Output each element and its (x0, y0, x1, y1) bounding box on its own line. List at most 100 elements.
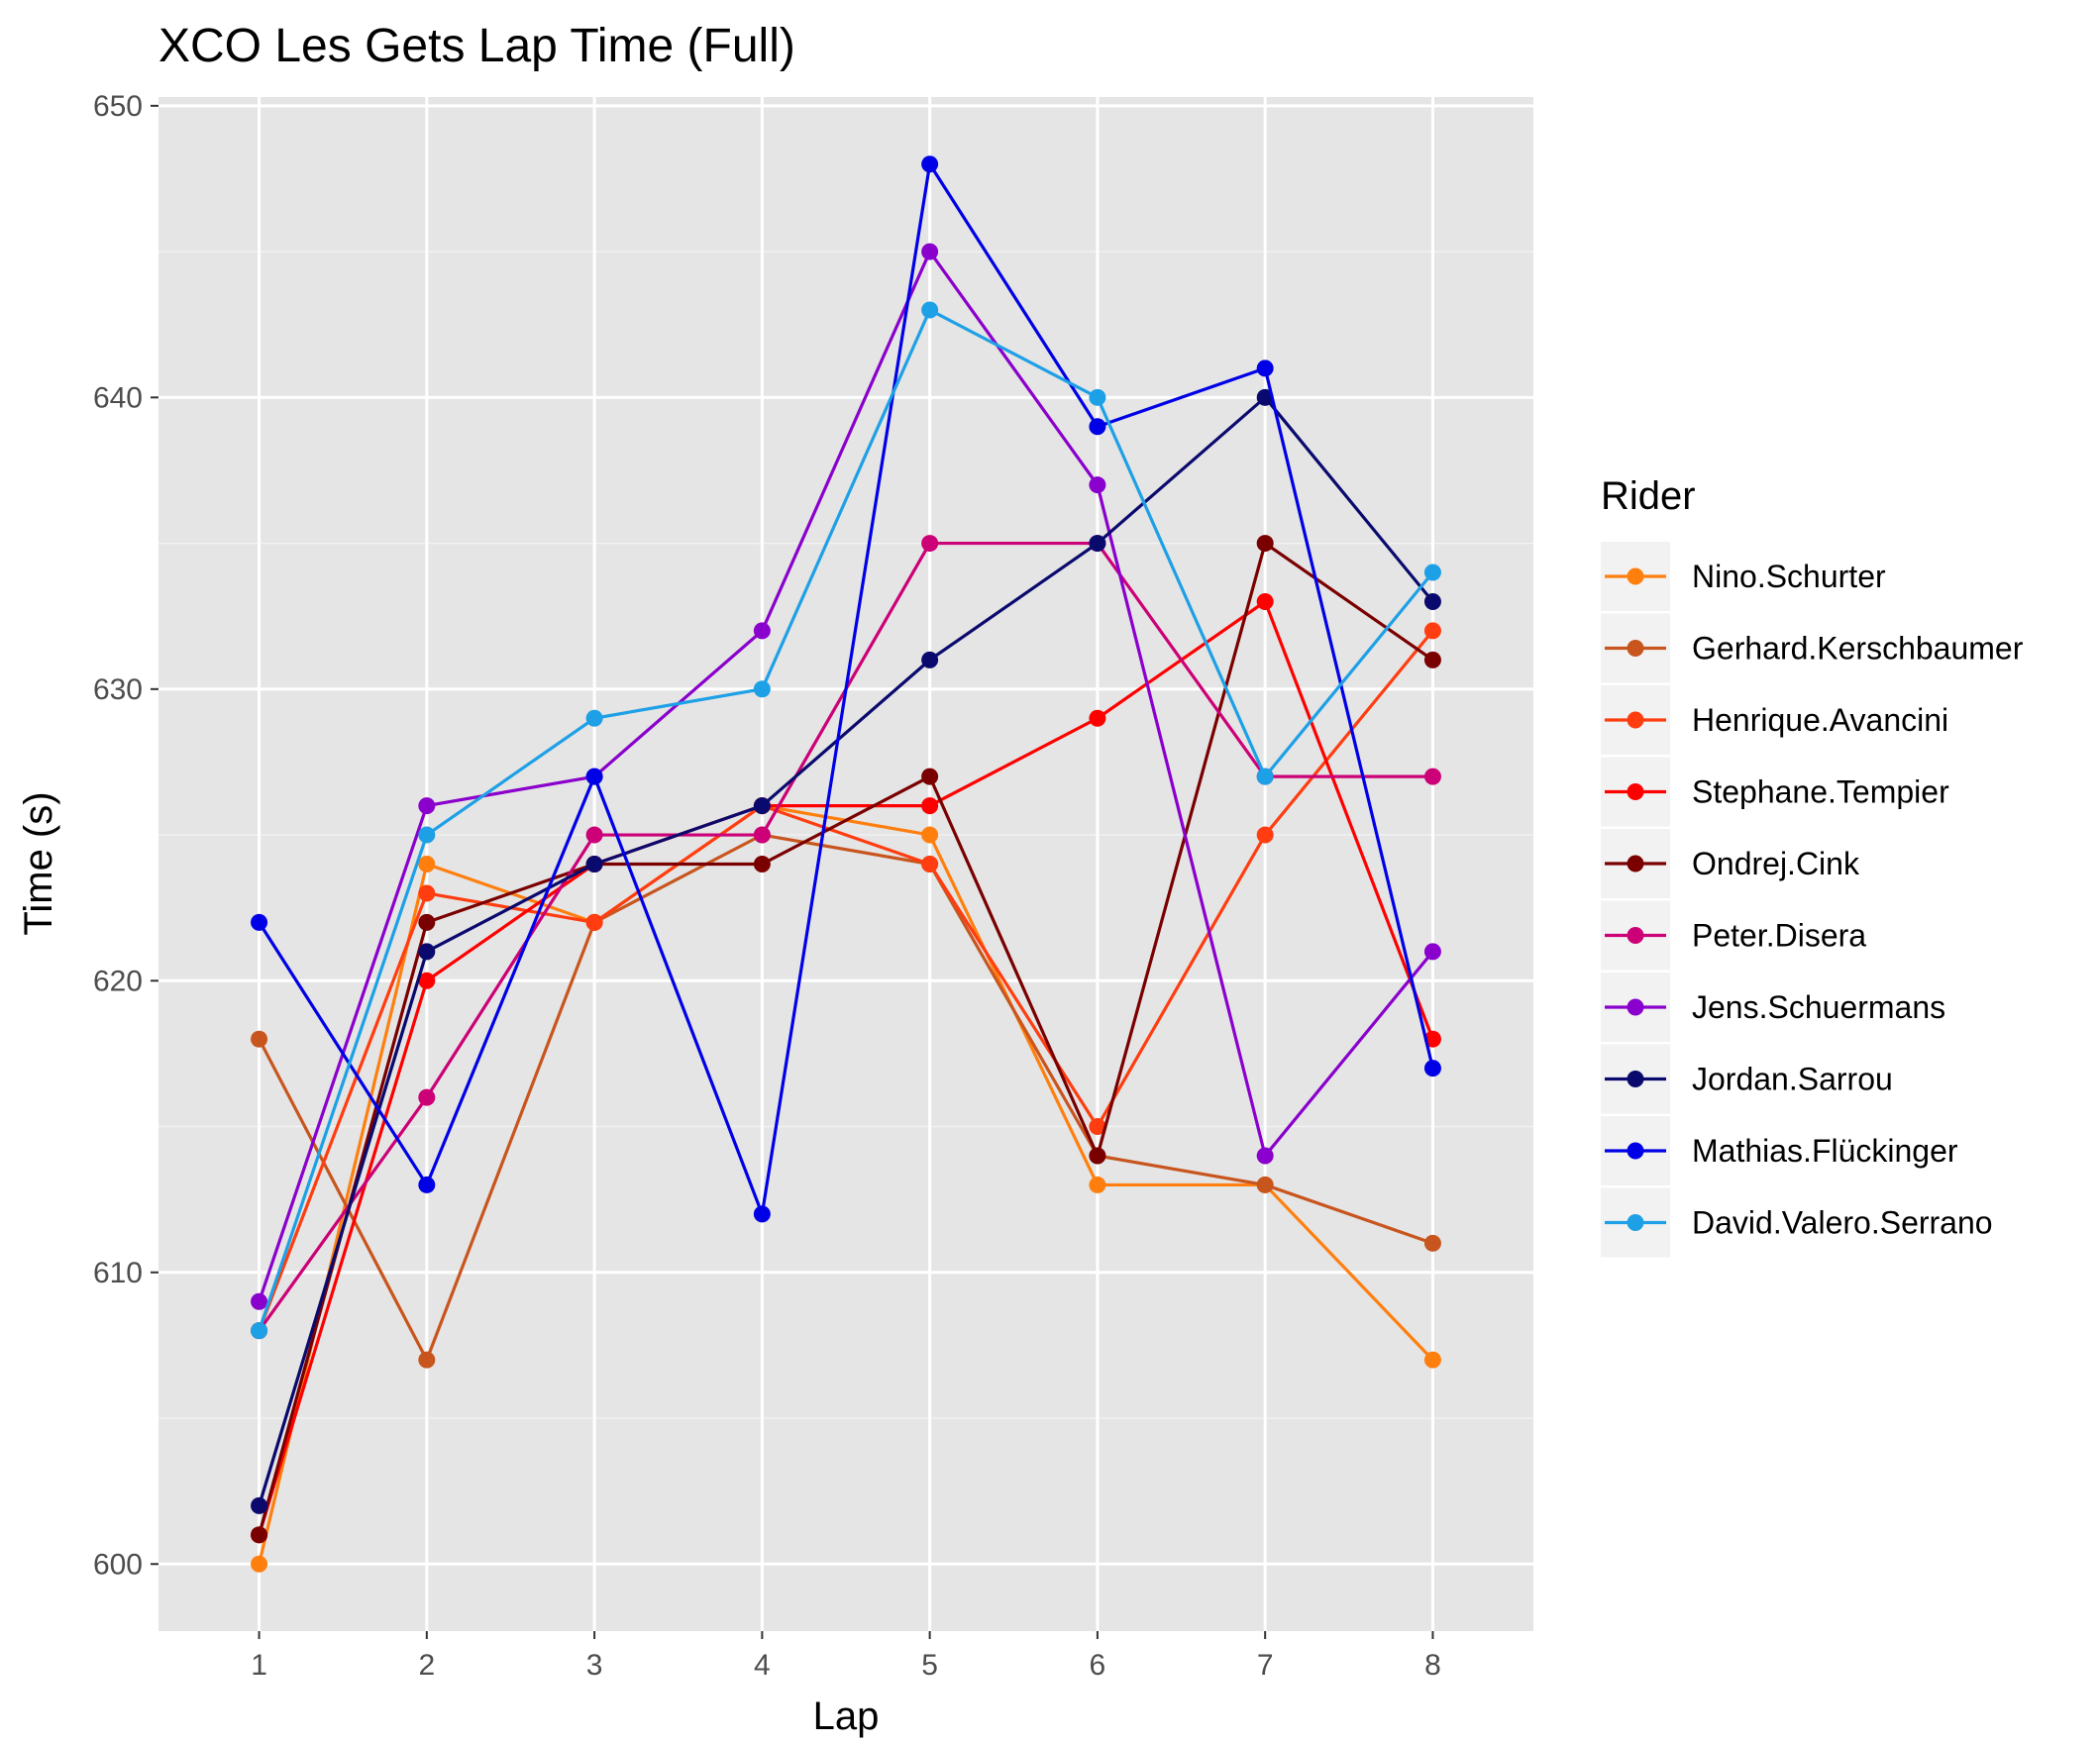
data-point (251, 1555, 268, 1573)
data-point (1423, 943, 1441, 961)
series-line (258, 541, 1434, 1536)
legend-label: Ondrej.Cink (1692, 846, 1860, 881)
series-ondrej-cink (251, 535, 1441, 1544)
y-tick-label: 600 (93, 1548, 143, 1581)
data-point (1089, 1118, 1106, 1136)
legend-title: Rider (1601, 474, 1696, 518)
x-tick-label: 4 (754, 1649, 771, 1682)
data-point (1423, 651, 1441, 668)
data-point (251, 1030, 268, 1048)
data-point (418, 826, 436, 844)
data-point (1256, 535, 1274, 553)
data-point (418, 797, 436, 815)
data-point (921, 856, 939, 872)
legend-key-point (1627, 1071, 1644, 1087)
data-point (1256, 1176, 1274, 1193)
legend-label: Peter.Disera (1692, 918, 1866, 954)
y-tick-label: 620 (93, 965, 143, 997)
chart-title: XCO Les Gets Lap Time (Full) (158, 20, 795, 72)
data-point (418, 913, 436, 931)
data-point (921, 651, 939, 668)
data-point (753, 826, 771, 844)
data-point (1256, 826, 1274, 844)
series-line (258, 833, 1433, 1362)
data-point (921, 535, 939, 553)
legend-key-point (1627, 1214, 1644, 1231)
x-tick-label: 5 (921, 1649, 938, 1682)
legend-item: Mathias.Flückinger (1601, 1116, 1958, 1185)
legend-item: Nino.Schurter (1601, 542, 1886, 611)
legend-item: Peter.Disera (1601, 900, 1866, 971)
data-point (1423, 768, 1441, 785)
data-point (1423, 564, 1441, 581)
y-tick-label: 630 (93, 673, 143, 706)
series-mathias-fl-ckinger (251, 155, 1441, 1223)
legend-key-point (1627, 927, 1644, 944)
data-point (418, 1088, 436, 1106)
data-point (1423, 1060, 1441, 1078)
y-tick-label: 650 (93, 90, 143, 123)
data-point (1256, 1147, 1274, 1165)
series-david-valero-serrano (251, 301, 1441, 1340)
legend-label: Stephane.Tempier (1692, 774, 1949, 810)
axes: 600 610 620 630 640 650 1 2 3 4 5 6 7 8 (93, 90, 1441, 1682)
series-line (258, 629, 1434, 1332)
legend-key-point (1627, 855, 1644, 872)
data-point (251, 913, 268, 931)
data-point (418, 884, 436, 902)
legend-key-point (1627, 1142, 1644, 1160)
data-point (1089, 476, 1106, 494)
legend-item: Gerhard.Kerschbaumer (1601, 613, 2024, 683)
data-point (1089, 1147, 1106, 1165)
x-tick-label: 7 (1257, 1649, 1274, 1682)
x-tick-label: 8 (1424, 1649, 1441, 1682)
data-point (418, 1351, 436, 1369)
data-point (921, 768, 939, 785)
data-point (921, 797, 939, 815)
x-axis-title: Lap (813, 1694, 880, 1738)
data-point (418, 972, 436, 989)
legend-label: Nino.Schurter (1692, 559, 1886, 594)
data-point (418, 1176, 436, 1193)
x-tick-label: 1 (251, 1649, 267, 1682)
data-point (921, 243, 939, 260)
legend-item: Stephane.Tempier (1601, 757, 1949, 827)
data-point (585, 856, 603, 872)
legend-label: Gerhard.Kerschbaumer (1692, 631, 2024, 667)
legend-label: Mathias.Flückinger (1692, 1133, 1958, 1169)
legend-item: Jordan.Sarrou (1601, 1044, 1893, 1114)
data-point (1089, 388, 1106, 406)
data-point (251, 1496, 268, 1514)
data-point (1423, 1234, 1441, 1252)
data-point (418, 856, 436, 872)
data-point (753, 1205, 771, 1223)
data-point (753, 622, 771, 640)
data-point (251, 1292, 268, 1310)
data-point (921, 826, 939, 844)
data-point (753, 797, 771, 815)
data-point (1256, 359, 1274, 377)
legend-key-point (1627, 711, 1644, 729)
data-point (1089, 1176, 1106, 1193)
legend-label: Jordan.Sarrou (1692, 1062, 1893, 1097)
x-tick-label: 2 (418, 1649, 435, 1682)
y-tick-label: 610 (93, 1257, 143, 1289)
data-point (921, 301, 939, 319)
series-jordan-sarrou (251, 388, 1441, 1514)
series-line (258, 599, 1434, 1536)
data-point (585, 913, 603, 931)
series-line (258, 162, 1434, 1216)
series-lines (251, 155, 1441, 1573)
series-line (258, 308, 1434, 1332)
data-point (585, 826, 603, 844)
data-point (1256, 388, 1274, 406)
legend-item: David.Valero.Serrano (1601, 1187, 1993, 1258)
data-point (1423, 622, 1441, 640)
legend-key-point (1627, 783, 1644, 800)
data-point (251, 1526, 268, 1544)
data-point (251, 1322, 268, 1340)
legend-item: Henrique.Avancini (1601, 685, 1948, 755)
legend-label: Henrique.Avancini (1692, 702, 1948, 738)
